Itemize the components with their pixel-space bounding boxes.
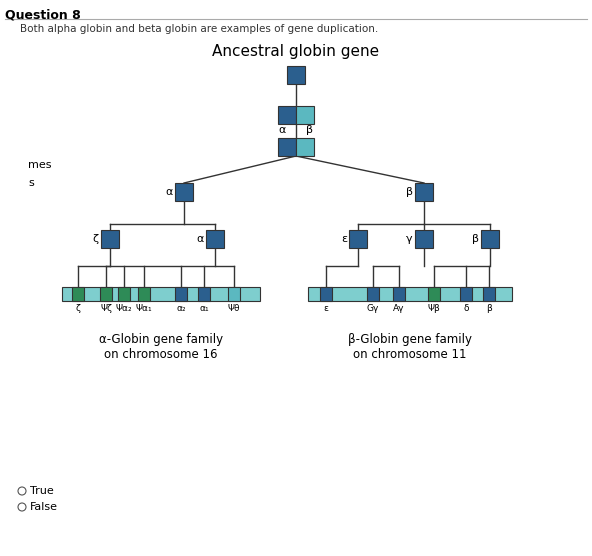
Text: ζ: ζ	[93, 234, 99, 244]
FancyBboxPatch shape	[138, 287, 150, 301]
FancyBboxPatch shape	[278, 138, 296, 156]
FancyBboxPatch shape	[175, 183, 193, 201]
FancyBboxPatch shape	[320, 287, 332, 301]
FancyBboxPatch shape	[100, 287, 112, 301]
FancyBboxPatch shape	[296, 138, 314, 156]
Text: γ: γ	[406, 234, 413, 244]
FancyBboxPatch shape	[206, 230, 224, 248]
Text: α₂: α₂	[176, 304, 186, 313]
Text: Aγ: Aγ	[393, 304, 405, 313]
Text: β: β	[306, 125, 313, 135]
FancyBboxPatch shape	[101, 230, 119, 248]
Text: Ancestral globin gene: Ancestral globin gene	[213, 44, 379, 59]
Text: β: β	[406, 187, 413, 197]
FancyBboxPatch shape	[278, 106, 296, 124]
FancyBboxPatch shape	[287, 66, 305, 84]
Text: Both alpha globin and beta globin are examples of gene duplication.: Both alpha globin and beta globin are ex…	[20, 24, 378, 34]
Text: ζ: ζ	[76, 304, 81, 313]
Text: δ: δ	[464, 304, 469, 313]
Text: α: α	[279, 125, 286, 135]
FancyBboxPatch shape	[349, 230, 367, 248]
FancyBboxPatch shape	[308, 287, 512, 301]
FancyBboxPatch shape	[72, 287, 84, 301]
Text: mes: mes	[28, 160, 52, 170]
FancyBboxPatch shape	[228, 287, 240, 301]
FancyBboxPatch shape	[483, 287, 495, 301]
Text: Ψα₁: Ψα₁	[136, 304, 152, 313]
Text: α: α	[166, 187, 173, 197]
Text: Question 8: Question 8	[5, 8, 81, 21]
FancyBboxPatch shape	[118, 287, 130, 301]
FancyBboxPatch shape	[460, 287, 472, 301]
Text: True: True	[30, 486, 54, 496]
Text: β: β	[486, 304, 492, 313]
FancyBboxPatch shape	[415, 183, 433, 201]
Text: α: α	[197, 234, 204, 244]
Text: β: β	[472, 234, 479, 244]
Text: ε: ε	[341, 234, 347, 244]
Text: False: False	[30, 502, 58, 512]
Text: β-Globin gene family
on chromosome 11: β-Globin gene family on chromosome 11	[348, 333, 472, 361]
Text: Ψζ: Ψζ	[100, 304, 112, 313]
FancyBboxPatch shape	[367, 287, 379, 301]
Text: Ψβ: Ψβ	[427, 304, 440, 313]
Text: α-Globin gene family
on chromosome 16: α-Globin gene family on chromosome 16	[99, 333, 223, 361]
Text: Gγ: Gγ	[367, 304, 379, 313]
Text: Ψθ: Ψθ	[228, 304, 240, 313]
FancyBboxPatch shape	[428, 287, 440, 301]
Text: Ψα₂: Ψα₂	[115, 304, 133, 313]
Text: s: s	[28, 178, 34, 188]
FancyBboxPatch shape	[62, 287, 260, 301]
FancyBboxPatch shape	[175, 287, 187, 301]
FancyBboxPatch shape	[481, 230, 499, 248]
FancyBboxPatch shape	[198, 287, 210, 301]
FancyBboxPatch shape	[296, 106, 314, 124]
Text: α₁: α₁	[199, 304, 209, 313]
FancyBboxPatch shape	[415, 230, 433, 248]
FancyBboxPatch shape	[393, 287, 405, 301]
Text: ε: ε	[323, 304, 329, 313]
